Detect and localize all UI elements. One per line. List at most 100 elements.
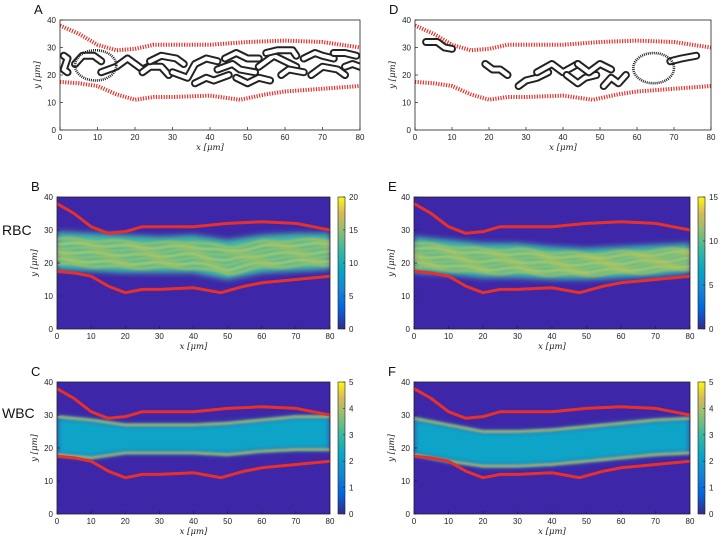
panel-letter: E [388,179,397,194]
plot-area [57,382,330,514]
colorbar-tick-label: 3 [349,431,354,440]
x-axis-label: x [μm] [538,527,566,536]
colorbar-tick-label: 1 [349,484,354,493]
y-axis-label: y [μm] [30,433,40,462]
x-tick-label: 70 [651,332,660,341]
x-tick-label: 60 [617,517,626,526]
heatmap-streak [57,262,330,276]
x-tick-label: 40 [559,133,568,142]
x-tick-label: 80 [326,517,335,526]
x-tick-label: 30 [155,517,164,526]
x-tick-label: 80 [686,517,695,526]
y-axis-label: y [μm] [30,248,40,277]
x-tick-label: 10 [444,332,453,341]
upper-wall [415,23,711,53]
x-axis-label: x [μm] [196,143,224,153]
x-tick-label: 60 [257,332,266,341]
y-tick-label: 20 [44,259,53,268]
y-tick-label: 0 [52,126,57,135]
y-tick-label: 20 [402,71,411,80]
heatmap-streak [414,246,690,260]
colorbar-tick-label: 10 [709,237,718,246]
x-tick-label: 30 [513,517,522,526]
x-tick-label: 70 [291,517,300,526]
plot-area [415,20,711,130]
plot-area [414,197,690,329]
heatmap-streak [414,242,690,257]
rbc-cell-inner [193,73,231,86]
heatmap-edge [414,451,690,468]
rbc-cell-inner [668,53,699,64]
heatmap-streak [57,237,330,249]
lower-wall [60,79,360,102]
x-tick-label: 30 [522,133,531,142]
y-tick-label: 0 [407,126,412,135]
x-tick-label: 70 [670,133,679,142]
heatmap-band [57,416,330,458]
x-tick-label: 30 [513,332,522,341]
x-tick-label: 40 [548,517,557,526]
x-tick-label: 60 [617,332,626,341]
heatmap-streak [414,261,690,274]
y-tick-label: 10 [44,292,53,301]
rbc-cell-inner [331,51,359,58]
x-tick-label: 10 [444,517,453,526]
y-tick-label: 30 [47,44,56,53]
x-tick-label: 0 [58,133,63,142]
rbc-cell-inner [223,51,261,61]
x-tick-label: 20 [479,517,488,526]
rbc-cell-inner [343,62,360,69]
y-tick-label: 40 [44,378,53,387]
rbc-cell-inner [73,53,104,66]
x-tick-label: 40 [206,133,215,142]
rbc-cell-inner [61,53,70,75]
y-tick-label: 30 [44,226,53,235]
x-tick-label: 60 [281,133,290,142]
x-tick-label: 10 [87,517,96,526]
heatmap-streak [57,245,330,257]
rbc-cell-inner [215,62,257,75]
rbc-cell-inner [601,73,628,88]
x-tick-label: 0 [412,332,417,341]
x-tick-label: 70 [318,133,327,142]
rbc-cell-inner [483,62,510,77]
x-tick-label: 70 [651,517,660,526]
panel-letter: B [31,179,40,194]
upper-wall [414,202,690,235]
x-axis-label: x [μm] [180,527,208,536]
colorbar-tick-label: 10 [349,259,358,268]
heatmap-streak [414,265,690,277]
heatmap-edge [57,448,330,460]
y-tick-label: 20 [47,71,56,80]
x-tick-label: 80 [707,133,716,142]
row-label-wbc: WBC [2,405,35,421]
rbc-cell-inner [575,62,614,75]
heatmap-edge [57,415,330,426]
x-tick-label: 30 [168,133,177,142]
upper-wall [60,23,360,53]
y-tick-label: 40 [402,16,411,25]
x-tick-label: 20 [485,133,494,142]
y-tick-label: 40 [44,193,53,202]
rbc-cell-inner [279,67,306,77]
colorbar-tick-label: 15 [349,226,358,235]
heatmap-edge [414,417,690,433]
x-tick-label: 40 [189,332,198,341]
colorbar-tick-label: 5 [709,378,714,387]
y-tick-label: 10 [401,292,410,301]
y-axis-label: y [μm] [387,433,397,462]
row-label-rbc: RBC [2,222,32,238]
y-axis-label: y [μm] [387,248,397,277]
plot-area [60,20,360,130]
panel-letter: D [389,2,398,17]
y-tick-label: 30 [401,411,410,420]
y-tick-label: 20 [44,444,53,453]
colorbar-tick-label: 1 [709,484,714,493]
upper-wall [57,202,330,235]
heatmap-streak [414,254,690,267]
colorbar [697,381,706,515]
x-tick-label: 0 [412,517,417,526]
x-tick-label: 40 [548,332,557,341]
